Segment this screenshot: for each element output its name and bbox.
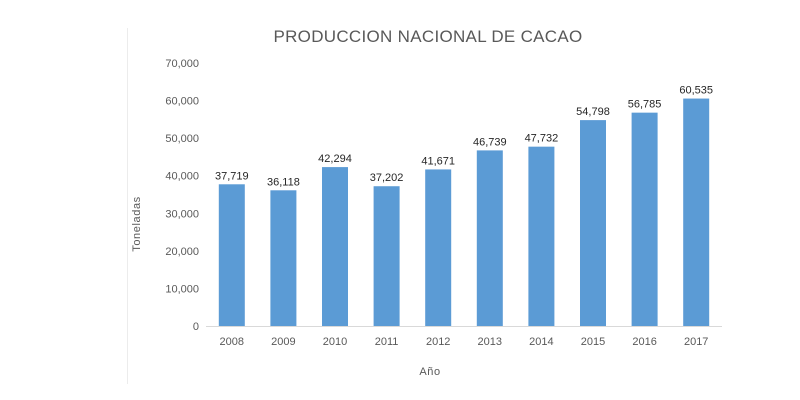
data-label-2015: 54,798 [576,106,610,118]
data-label-2016: 56,785 [628,99,662,111]
x-tick-label: 2009 [271,336,295,348]
data-label-2017: 60,535 [679,85,713,97]
bar-2016 [631,112,658,327]
bar-2008 [218,184,245,326]
data-label-2014: 47,732 [525,133,559,145]
x-axis-title: Año [419,366,440,378]
data-label-2013: 46,739 [473,136,507,148]
y-tick-label: 40,000 [165,171,199,183]
bar-2013 [476,150,503,326]
bar-2011 [373,186,400,326]
bar-2010 [322,167,348,326]
y-tick-label: 50,000 [165,133,199,145]
data-label-2012: 41,671 [421,155,455,167]
data-label-2011: 37,202 [370,172,404,184]
x-tick-label: 2014 [529,336,553,348]
x-tick-label: 2008 [220,336,244,348]
x-axis-ticks: 2008 2009 2010 2011 2012 2013 2014 2015 2016 2017 [220,336,709,348]
x-tick-label: 2010 [323,336,347,348]
bar-2015 [580,120,606,326]
x-tick-label: 2017 [684,336,708,348]
y-tick-label: 10,000 [165,283,199,295]
bar-2012 [425,169,452,326]
bar-2017 [683,98,710,326]
bar-2014 [528,146,555,326]
y-tick-label: 30,000 [165,208,199,220]
y-tick-label: 60,000 [165,96,199,108]
data-label-2010: 42,294 [318,153,352,165]
data-labels: 37,719 36,118 42,294 37,202 41,671 46,739 47,7… [215,85,713,189]
chart-title: PRODUCCION NACIONAL DE CACAO [273,27,582,46]
bar-series [218,98,710,327]
x-tick-label: 2013 [478,336,502,348]
bar-2009 [270,190,297,326]
y-axis-ticks: 0 10,000 20,000 30,000 40,000 50,000 60,000 70,… [165,58,199,333]
data-label-2008: 37,719 [215,170,249,182]
chart-border-line [127,28,128,384]
y-axis-title: Toneladas [131,196,143,252]
x-tick-label: 2015 [581,336,605,348]
y-tick-label: 70,000 [165,58,199,70]
y-tick-label: 0 [193,321,199,333]
x-tick-label: 2012 [426,336,450,348]
data-label-2009: 36,118 [267,176,300,188]
x-tick-label: 2016 [632,336,656,348]
y-tick-label: 20,000 [165,246,199,258]
x-tick-label: 2011 [375,336,399,348]
